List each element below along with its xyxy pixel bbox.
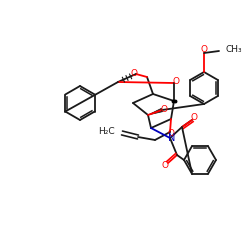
Text: O: O [130,68,138,78]
Text: O: O [190,114,198,122]
Text: O: O [162,160,168,170]
Text: O: O [168,130,174,138]
Text: O: O [172,78,180,86]
Text: CH₃: CH₃ [226,46,242,54]
Text: O: O [160,104,168,114]
Polygon shape [148,108,162,115]
Text: O: O [200,46,207,54]
Text: N: N [168,133,176,143]
Text: H₂C: H₂C [98,128,115,136]
